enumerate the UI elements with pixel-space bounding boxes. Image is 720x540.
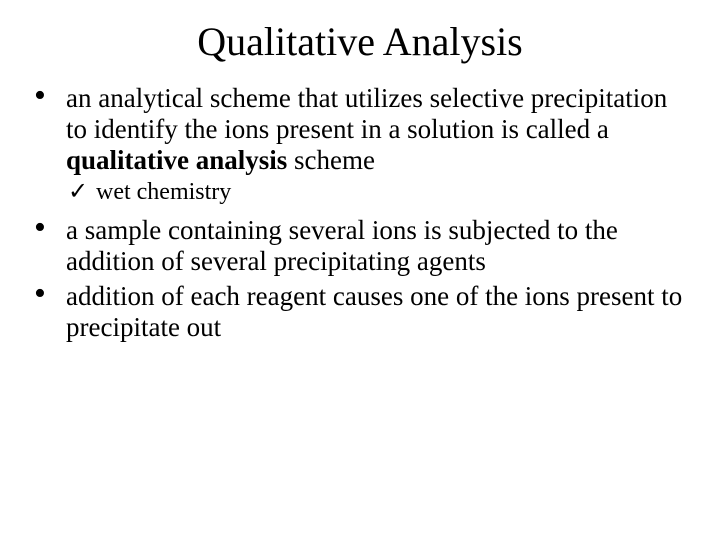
bullet-text-pre: a sample containing several ions is subj… bbox=[66, 215, 618, 276]
sub-list: wet chemistry bbox=[66, 178, 690, 207]
bullet-text-post: scheme bbox=[287, 145, 375, 175]
bullet-item: addition of each reagent causes one of t… bbox=[30, 281, 690, 343]
bullet-item: an analytical scheme that utilizes selec… bbox=[30, 83, 690, 207]
bullet-text-bold: qualitative analysis bbox=[66, 145, 287, 175]
bullet-text-pre: an analytical scheme that utilizes selec… bbox=[66, 83, 667, 144]
bullet-text-pre: addition of each reagent causes one of t… bbox=[66, 281, 682, 342]
slide-title: Qualitative Analysis bbox=[30, 18, 690, 65]
slide: Qualitative Analysis an analytical schem… bbox=[0, 0, 720, 540]
bullet-list: an analytical scheme that utilizes selec… bbox=[30, 83, 690, 343]
sub-item: wet chemistry bbox=[66, 178, 690, 207]
bullet-item: a sample containing several ions is subj… bbox=[30, 215, 690, 277]
sub-item-text: wet chemistry bbox=[96, 179, 231, 205]
